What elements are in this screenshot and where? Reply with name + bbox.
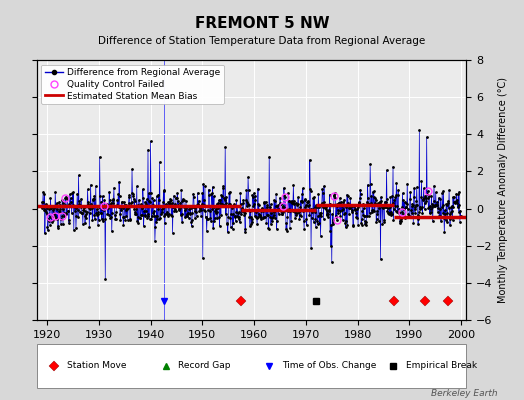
Text: Empirical Break: Empirical Break xyxy=(406,362,477,370)
Y-axis label: Monthly Temperature Anomaly Difference (°C): Monthly Temperature Anomaly Difference (… xyxy=(498,77,508,303)
Text: Station Move: Station Move xyxy=(67,362,126,370)
Legend: Difference from Regional Average, Quality Control Failed, Estimated Station Mean: Difference from Regional Average, Qualit… xyxy=(41,64,224,104)
Text: Time of Obs. Change: Time of Obs. Change xyxy=(281,362,376,370)
Text: Berkeley Earth: Berkeley Earth xyxy=(431,389,498,398)
Text: Record Gap: Record Gap xyxy=(179,362,231,370)
FancyBboxPatch shape xyxy=(37,344,466,388)
Text: FREMONT 5 NW: FREMONT 5 NW xyxy=(195,16,329,31)
Text: Difference of Station Temperature Data from Regional Average: Difference of Station Temperature Data f… xyxy=(99,36,425,46)
